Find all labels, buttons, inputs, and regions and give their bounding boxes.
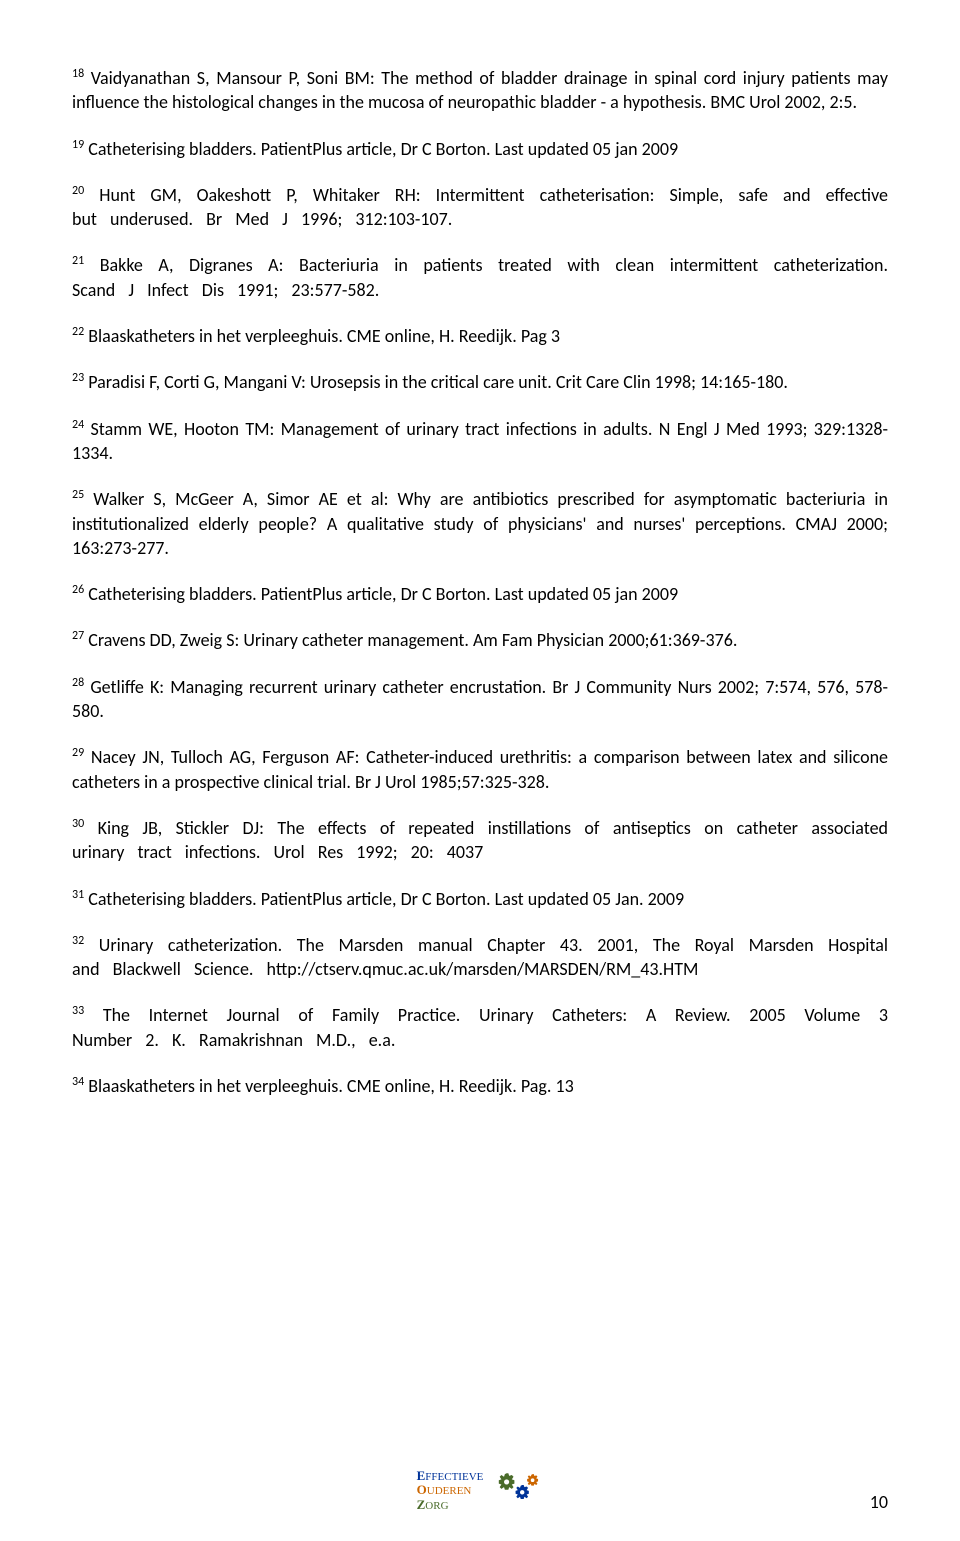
reference-number: 31: [72, 888, 84, 902]
reference-text: Stamm WE, Hooton TM: Management of urina…: [72, 418, 888, 464]
reference-number: 32: [72, 934, 84, 948]
reference-entry: 28 Getliffe K: Managing recurrent urinar…: [72, 675, 888, 724]
gears-icon: [491, 1468, 543, 1513]
reference-number: 27: [72, 629, 84, 643]
reference-number: 33: [72, 1004, 84, 1018]
reference-number: 22: [72, 325, 84, 339]
reference-text: Blaaskatheters in het verpleeghuis. CME …: [88, 1075, 573, 1097]
reference-entry: 24 Stamm WE, Hooton TM: Management of ur…: [72, 417, 888, 466]
reference-text: Nacey JN, Tulloch AG, Ferguson AF: Cathe…: [72, 746, 888, 792]
logo-line-1: EFFECTIEVE: [417, 1469, 484, 1483]
reference-text: Hunt GM, Oakeshott P, Whitaker RH: Inter…: [72, 184, 888, 230]
reference-number: 30: [72, 817, 84, 831]
reference-entry: 27 Cravens DD, Zweig S: Urinary catheter…: [72, 628, 888, 652]
logo-line-2: OUDEREN: [417, 1483, 484, 1497]
reference-number: 18: [72, 67, 84, 81]
reference-number: 26: [72, 583, 84, 597]
reference-text: The Internet Journal of Family Practice.…: [72, 1004, 888, 1050]
logo-line-3: ZORG: [417, 1498, 484, 1512]
reference-entry: 31 Catheterising bladders. PatientPlus a…: [72, 887, 888, 911]
reference-entry: 34 Blaaskatheters in het verpleeghuis. C…: [72, 1074, 888, 1098]
reference-text: Catheterising bladders. PatientPlus arti…: [88, 138, 678, 160]
reference-entry: 32 Urinary catheterization. The Marsden …: [72, 933, 888, 982]
page-container: 18 Vaidyanathan S, Mansour P, Soni BM: T…: [0, 0, 960, 1541]
reference-number: 19: [72, 138, 84, 152]
reference-number: 28: [72, 676, 84, 690]
reference-text: Vaidyanathan S, Mansour P, Soni BM: The …: [72, 67, 888, 113]
reference-text: Cravens DD, Zweig S: Urinary catheter ma…: [88, 629, 737, 651]
reference-text: Bakke A, Digranes A: Bacteriuria in pati…: [72, 254, 888, 300]
reference-number: 25: [72, 488, 84, 502]
footer: EFFECTIEVE OUDEREN ZORG: [0, 1468, 960, 1513]
reference-entry: 26 Catheterising bladders. PatientPlus a…: [72, 582, 888, 606]
reference-entry: 21 Bakke A, Digranes A: Bacteriuria in p…: [72, 253, 888, 302]
page-number: 10: [870, 1491, 888, 1513]
reference-entry: 23 Paradisi F, Corti G, Mangani V: Urose…: [72, 370, 888, 394]
reference-entry: 18 Vaidyanathan S, Mansour P, Soni BM: T…: [72, 66, 888, 115]
reference-entry: 22 Blaaskatheters in het verpleeghuis. C…: [72, 324, 888, 348]
reference-entry: 25 Walker S, McGeer A, Simor AE et al: W…: [72, 487, 888, 560]
reference-number: 21: [72, 254, 84, 268]
reference-text: Walker S, McGeer A, Simor AE et al: Why …: [72, 488, 888, 559]
references-list: 18 Vaidyanathan S, Mansour P, Soni BM: T…: [72, 66, 888, 1098]
reference-text: Urinary catheterization. The Marsden man…: [72, 934, 888, 980]
reference-entry: 33 The Internet Journal of Family Practi…: [72, 1003, 888, 1052]
reference-text: Getliffe K: Managing recurrent urinary c…: [72, 676, 888, 722]
reference-number: 24: [72, 418, 84, 432]
reference-entry: 20 Hunt GM, Oakeshott P, Whitaker RH: In…: [72, 183, 888, 232]
reference-entry: 29 Nacey JN, Tulloch AG, Ferguson AF: Ca…: [72, 745, 888, 794]
reference-number: 34: [72, 1075, 84, 1089]
reference-number: 29: [72, 746, 84, 760]
reference-text: Catheterising bladders. PatientPlus arti…: [88, 583, 678, 605]
logo-block: EFFECTIEVE OUDEREN ZORG: [417, 1468, 544, 1513]
reference-text: Blaaskatheters in het verpleeghuis. CME …: [88, 325, 560, 347]
reference-number: 20: [72, 184, 84, 198]
reference-text: King JB, Stickler DJ: The effects of rep…: [72, 817, 888, 863]
reference-entry: 30 King JB, Stickler DJ: The effects of …: [72, 816, 888, 865]
reference-number: 23: [72, 371, 84, 385]
reference-text: Paradisi F, Corti G, Mangani V: Urosepsi…: [88, 371, 788, 393]
logo-text: EFFECTIEVE OUDEREN ZORG: [417, 1469, 484, 1512]
reference-entry: 19 Catheterising bladders. PatientPlus a…: [72, 137, 888, 161]
reference-text: Catheterising bladders. PatientPlus arti…: [88, 888, 684, 910]
